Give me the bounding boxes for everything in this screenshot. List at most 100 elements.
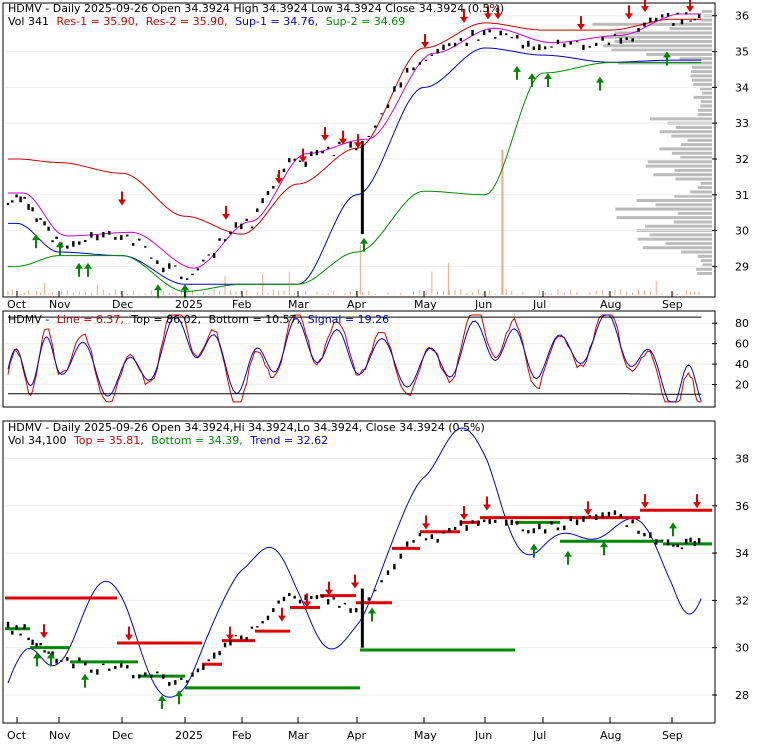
- candle: [277, 601, 279, 604]
- candle: [477, 39, 479, 40]
- candle: [361, 145, 364, 235]
- candle: [96, 669, 98, 674]
- x-tick-label: Jul: [532, 729, 546, 742]
- profile-bar: [702, 10, 712, 13]
- candle: [245, 637, 247, 640]
- candle: [698, 538, 700, 543]
- profile-bar: [696, 268, 712, 271]
- candle: [436, 49, 438, 54]
- oscillator-symbol: HDMV -: [8, 313, 49, 326]
- candle: [90, 670, 92, 673]
- profile-bar: [646, 53, 712, 56]
- candle: [516, 522, 518, 525]
- candle: [102, 232, 104, 237]
- candle: [511, 520, 513, 525]
- bottom-label: Bottom = 10.57,: [209, 313, 301, 326]
- candle: [240, 224, 242, 230]
- candle: [272, 608, 274, 612]
- candle: [47, 227, 49, 231]
- candle: [229, 231, 231, 234]
- y-tick-label: 20: [735, 379, 749, 392]
- candle: [19, 634, 21, 636]
- candle: [288, 158, 290, 162]
- svg-text:Vol 341 Res-1 = 35.90,: Vol 341 Res-1 = 35.90, Res-2 = 35.90, Su…: [8, 15, 405, 28]
- candle: [168, 263, 170, 268]
- profile-bar: [614, 40, 712, 43]
- profile-bar: [701, 182, 712, 185]
- profile-bar: [645, 225, 712, 228]
- candle: [191, 673, 193, 677]
- candle: [251, 226, 253, 228]
- candle: [576, 519, 578, 525]
- candle: [66, 657, 68, 661]
- candle: [425, 60, 427, 61]
- candle: [310, 152, 312, 157]
- candle: [235, 635, 237, 636]
- candle: [23, 197, 25, 199]
- profile-bar: [691, 70, 712, 73]
- profile-bar: [646, 165, 712, 168]
- profile-bar: [675, 178, 712, 181]
- candle: [15, 194, 17, 197]
- y-tick-label: 32: [735, 594, 749, 607]
- candle: [186, 680, 188, 682]
- x-tick-label: Sep: [662, 729, 683, 742]
- candle: [563, 526, 565, 531]
- profile-bar: [698, 255, 712, 258]
- candle: [368, 597, 370, 600]
- candle: [197, 668, 199, 672]
- candle: [667, 539, 669, 545]
- line-label: Line = 6.37,: [57, 313, 124, 326]
- candle: [150, 257, 152, 258]
- profile-bar: [603, 44, 712, 47]
- candle: [293, 159, 295, 161]
- sup1-label: Sup-1 = 34.76,: [235, 15, 318, 28]
- profile-bar: [602, 36, 712, 39]
- trend-title: HDMV - Daily 2025-09-26 Open 34.3924,Hi …: [8, 421, 485, 434]
- candle: [626, 37, 628, 40]
- candle: [511, 37, 513, 38]
- candle: [620, 38, 622, 44]
- candle: [608, 43, 610, 45]
- profile-bar: [656, 203, 712, 206]
- profile-bar: [637, 199, 712, 202]
- candle: [685, 539, 687, 544]
- candle: [631, 38, 633, 41]
- candle: [27, 638, 29, 641]
- candle: [283, 169, 285, 172]
- candle: [267, 616, 269, 620]
- candle: [19, 197, 21, 203]
- candle: [138, 674, 140, 678]
- candle: [283, 597, 285, 601]
- candle: [272, 186, 274, 188]
- candle: [327, 147, 329, 149]
- candle: [7, 622, 9, 628]
- candle: [191, 274, 193, 275]
- candle: [299, 600, 301, 604]
- candle: [267, 191, 269, 195]
- candle: [527, 41, 529, 47]
- candle: [500, 31, 502, 36]
- candle: [114, 666, 116, 669]
- candle: [419, 533, 421, 536]
- candle: [483, 30, 485, 35]
- candle: [569, 41, 571, 44]
- y-tick-label: 32: [735, 153, 749, 166]
- candle: [126, 235, 128, 237]
- candle: [448, 43, 450, 46]
- candle: [229, 640, 231, 645]
- candle: [374, 590, 376, 592]
- profile-bar: [702, 92, 712, 95]
- candle: [78, 657, 80, 661]
- profile-bar: [701, 100, 712, 103]
- y-tick-label: 34: [735, 547, 749, 560]
- candle: [51, 240, 53, 242]
- candle: [39, 218, 41, 220]
- y-tick-label: 29: [735, 260, 749, 273]
- candle: [35, 643, 37, 647]
- candle: [400, 82, 402, 87]
- candle: [333, 597, 335, 599]
- candle: [380, 580, 382, 582]
- candle: [661, 14, 663, 17]
- candle: [494, 37, 496, 39]
